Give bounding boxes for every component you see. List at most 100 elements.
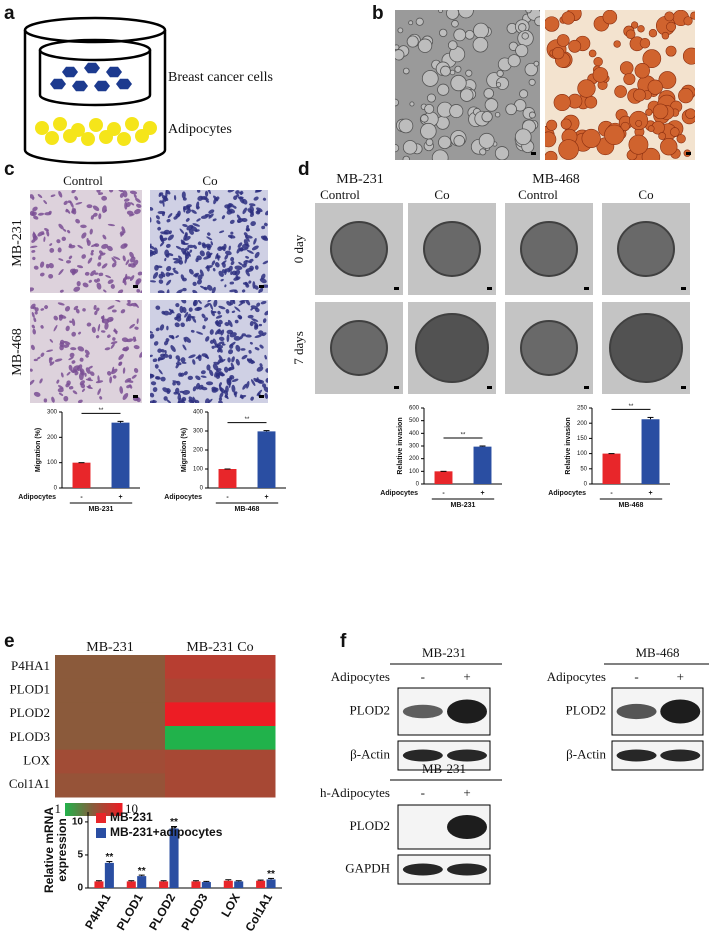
y-tick-label: 5 [77, 850, 83, 861]
droplet [484, 98, 499, 112]
column-label: Co [202, 173, 217, 188]
stained-cell [101, 315, 105, 323]
blot-protein: PLOD2 [350, 702, 390, 717]
stained-cell [221, 341, 225, 345]
droplet [420, 114, 429, 123]
stained-cell [65, 260, 72, 264]
stained-cell [177, 394, 182, 401]
droplet [395, 98, 400, 107]
droplet [552, 46, 565, 60]
colorbar-segment [110, 803, 113, 816]
heatmap-cell [55, 749, 166, 774]
droplet [458, 10, 474, 19]
stained-cell [205, 398, 210, 403]
stained-cell [100, 330, 106, 333]
stained-cell [213, 197, 217, 205]
insert-wall [38, 50, 152, 107]
droplet [558, 139, 579, 160]
stained-cell [48, 210, 52, 215]
micrograph-content [423, 221, 481, 277]
stained-cell [254, 347, 260, 351]
stained-cell [71, 268, 76, 276]
stained-cell [192, 386, 197, 392]
colorbar-segment [68, 803, 72, 816]
stained-cell [32, 206, 38, 212]
panel-label: d [298, 159, 310, 180]
group-label: MB-468 [619, 502, 644, 509]
stained-cell [254, 265, 259, 270]
stained-cell [135, 279, 140, 287]
stained-cell [131, 374, 137, 379]
stained-cell [77, 346, 85, 352]
micrograph-content [545, 10, 695, 160]
stained-cell [196, 255, 202, 261]
stained-cell [251, 318, 259, 322]
stained-cell [249, 212, 255, 218]
stained-cell [171, 335, 175, 340]
stained-cell [258, 323, 263, 327]
droplet [415, 17, 424, 26]
heatmap-row-label: LOX [23, 752, 50, 767]
colorbar-segment [89, 803, 93, 816]
stained-cell [202, 325, 206, 330]
stained-cell [157, 226, 161, 231]
stained-cell [182, 277, 187, 282]
blot-protein: β-Actin [350, 746, 390, 761]
stained-cell [177, 400, 186, 403]
stained-cell [191, 209, 197, 214]
cancer-cell [94, 80, 110, 92]
droplet [658, 132, 667, 140]
stained-cell [259, 287, 264, 293]
stained-cell [224, 268, 228, 276]
y-tick-label: 50 [580, 466, 587, 472]
droplet [602, 10, 618, 25]
droplet [561, 11, 575, 25]
droplet [505, 103, 517, 116]
droplet [402, 67, 410, 75]
stained-cell [163, 396, 168, 401]
stained-cell [158, 192, 162, 198]
stained-cell [101, 263, 108, 269]
stained-cell [192, 223, 201, 227]
colorbar-segment [116, 803, 119, 816]
droplet [661, 31, 670, 40]
stained-cell [79, 357, 84, 362]
micrograph [408, 302, 496, 394]
stained-cell [230, 362, 235, 370]
colorbar-segment [95, 803, 98, 816]
stained-cell [111, 262, 117, 268]
stained-cell [31, 324, 35, 329]
stained-cell [101, 195, 108, 201]
stained-cell [130, 202, 135, 206]
scale-bar [487, 287, 492, 290]
heatmap-cell [55, 702, 166, 727]
stained-cell [193, 244, 197, 249]
droplet [665, 45, 677, 57]
stained-cell [224, 322, 230, 327]
stained-cell [259, 363, 263, 367]
stained-cell [33, 231, 36, 238]
stained-cell [162, 387, 169, 393]
stained-cell [235, 358, 240, 366]
stained-cell [91, 326, 96, 333]
colorbar-segment [106, 803, 110, 816]
stained-cell [107, 279, 114, 284]
spheroid [423, 221, 481, 277]
stained-cell [159, 241, 165, 247]
colorbar-segment [114, 803, 117, 816]
bar [104, 862, 114, 888]
micrograph-content [415, 313, 489, 383]
adipocyte [45, 131, 59, 145]
droplet [584, 95, 598, 109]
stained-cell [201, 353, 208, 357]
y-tick-label: 200 [47, 435, 58, 441]
droplet [556, 34, 570, 47]
stained-cell [63, 344, 70, 348]
stained-cell [175, 245, 182, 250]
droplet [417, 38, 433, 53]
micrograph [602, 203, 690, 295]
blot-protein: β-Actin [566, 746, 606, 761]
stained-cell [230, 235, 233, 239]
panel-label: f [340, 631, 347, 652]
stained-cell [150, 245, 156, 250]
